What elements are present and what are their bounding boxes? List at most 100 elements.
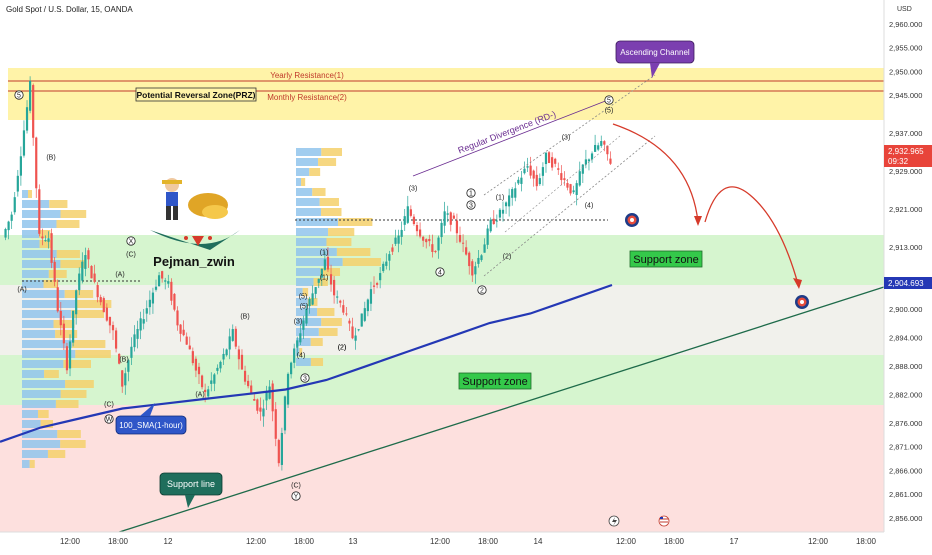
candle-body xyxy=(569,184,572,194)
wave-label: 2 xyxy=(477,285,487,295)
svg-text:(B): (B) xyxy=(46,155,55,162)
candle-body xyxy=(609,158,612,164)
candle-body xyxy=(492,218,495,225)
last-price-marker[interactable]: 2,932.965 09:32 xyxy=(884,145,932,167)
wave-label: (5) xyxy=(605,108,614,115)
svg-text:(C): (C) xyxy=(126,252,136,259)
volume-bar-blue xyxy=(22,410,39,418)
volume-bar-yellow xyxy=(312,188,326,196)
wave-label: 5 xyxy=(604,95,614,105)
candle-body xyxy=(62,323,65,344)
projection-arrow-1 xyxy=(612,123,699,223)
volume-bar-yellow xyxy=(57,430,81,438)
volume-bar-blue xyxy=(22,290,65,298)
x-tick-label: 17 xyxy=(730,537,739,546)
candle-body xyxy=(130,346,133,358)
candle-body xyxy=(256,399,259,411)
support-zone-label-box-lower xyxy=(458,372,532,390)
svg-text:(C): (C) xyxy=(104,402,114,409)
volume-bar-blue xyxy=(22,370,45,378)
svg-text:(3): (3) xyxy=(409,186,418,193)
candle-body xyxy=(375,283,379,285)
currency-label: USD xyxy=(897,6,912,13)
volume-bar-blue xyxy=(22,240,40,248)
candle-body xyxy=(105,307,108,321)
volume-bar-blue xyxy=(22,320,54,328)
x-tick-label: 12:00 xyxy=(616,537,637,546)
candle-body xyxy=(204,389,207,393)
channel-mid-line xyxy=(504,135,621,233)
volume-bar-blue xyxy=(22,250,57,258)
candle-body xyxy=(157,275,161,287)
volume-bar-blue xyxy=(296,288,303,296)
candle-body xyxy=(71,310,75,343)
candle-body xyxy=(90,265,93,279)
candle-body xyxy=(167,281,170,284)
candle-body xyxy=(197,366,201,375)
volume-profile-mid xyxy=(296,148,381,366)
candle-body xyxy=(47,238,50,242)
flash-icon[interactable] xyxy=(608,515,620,527)
candle-body xyxy=(16,175,19,192)
y-tick-label: 2,876.000 xyxy=(889,419,922,428)
svg-text:(5): (5) xyxy=(299,294,308,301)
svg-text:100_SMA(1-hour): 100_SMA(1-hour) xyxy=(119,421,183,430)
sma-price-marker[interactable]: 2,904.693 xyxy=(884,277,932,289)
author-logo xyxy=(150,178,240,250)
ascending-channel-callout: Ascending Channel xyxy=(615,40,695,78)
volume-bar-yellow xyxy=(39,230,51,238)
volume-bar-blue xyxy=(22,270,49,278)
candle-body xyxy=(228,336,231,350)
us-flag-icon[interactable] xyxy=(658,515,670,527)
volume-bar-blue xyxy=(22,200,50,208)
volume-bar-blue xyxy=(296,188,313,196)
x-tick-label: 12:00 xyxy=(246,537,267,546)
candle-body xyxy=(452,215,455,219)
svg-text:(5): (5) xyxy=(300,304,309,311)
candle-body xyxy=(142,319,145,324)
volume-bar-yellow xyxy=(55,330,78,338)
candle-body xyxy=(231,329,234,341)
candle-body xyxy=(191,351,194,364)
support-zone-lower-band xyxy=(0,355,884,405)
volume-bar-blue xyxy=(296,178,302,186)
divergence-line xyxy=(412,99,609,177)
symbol-title[interactable]: Gold Spot / U.S. Dollar, 15, OANDA xyxy=(4,4,135,15)
candle-body xyxy=(575,183,578,195)
candle-body xyxy=(75,290,78,315)
volume-bar-yellow xyxy=(318,158,337,166)
y-tick-label: 2,929.000 xyxy=(889,167,922,176)
sma-100-line xyxy=(0,283,613,443)
volume-bar-blue xyxy=(296,158,319,166)
volume-bar-blue xyxy=(296,168,310,176)
candle-body xyxy=(606,145,609,155)
price-axis-ticks: 2,960.000 2,955.000 2,950.000 2,945.000 2,93… xyxy=(889,20,922,523)
wave-label: (3) xyxy=(562,135,571,142)
candle-body xyxy=(219,361,222,369)
volume-bar-yellow xyxy=(318,328,338,336)
candle-body xyxy=(458,234,462,242)
candle-body xyxy=(38,189,41,234)
volume-bar-blue xyxy=(296,208,322,216)
candle-body xyxy=(587,159,591,162)
volume-bar-yellow xyxy=(48,270,67,278)
candle-body xyxy=(7,221,10,231)
candle-body xyxy=(597,145,600,150)
volume-bar-yellow xyxy=(55,400,79,408)
support-line-callout: Support line xyxy=(159,472,223,508)
candle-body xyxy=(566,183,569,188)
candle-body xyxy=(468,252,471,267)
candle-body xyxy=(455,220,459,234)
candle-body xyxy=(136,328,139,339)
volume-bar-yellow xyxy=(320,268,341,276)
x-tick-label: 13 xyxy=(349,537,358,546)
volume-bar-blue xyxy=(22,300,76,308)
candle-body xyxy=(471,261,474,276)
volume-bar-blue xyxy=(22,260,61,268)
candle-body xyxy=(336,296,339,298)
candle-body xyxy=(391,247,394,252)
y-tick-label: 2,960.000 xyxy=(889,20,922,29)
volume-bar-yellow xyxy=(60,260,87,268)
